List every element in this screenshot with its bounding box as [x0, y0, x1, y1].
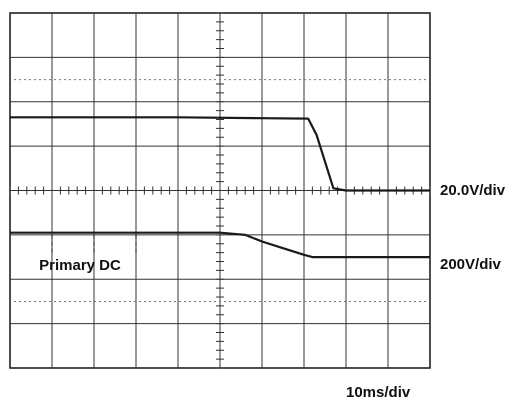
- trace-line-2: [10, 231, 430, 259]
- graticule: [9, 12, 431, 369]
- traces: [10, 116, 430, 259]
- time-scale-label: 10ms/div: [346, 384, 411, 401]
- series-label-primary-dc: Primary DC: [39, 257, 121, 274]
- lower-trace-scale-label: 200V/div: [440, 256, 501, 273]
- upper-trace-scale-label: 20.0V/div: [440, 182, 506, 199]
- trace-line-1: [10, 116, 430, 192]
